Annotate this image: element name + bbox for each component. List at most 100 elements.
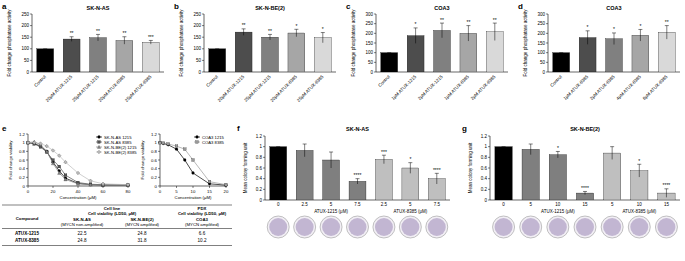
marker [167,143,170,146]
group-label: ATUX-8385 (μM) [622,209,656,214]
x-tick-label: 1μM ATUX-8385 [562,74,589,101]
colony-dish [267,216,289,238]
y-tick [263,189,265,190]
y-tick-label: 0.4 [481,176,488,181]
error-bar [98,34,99,40]
error-cap [408,162,412,163]
error-cap [665,25,669,26]
table-header: (MYCN non-amplified) [61,222,104,227]
error-bar [494,23,495,40]
significance: * [322,26,324,32]
y-tick-label: 300 [365,12,373,17]
error-cap [440,23,444,24]
colony-dish [601,216,623,238]
y-tick [263,136,265,137]
y-tick-label: 50 [540,60,546,65]
marker [225,183,228,186]
y-tick-label: 200 [537,31,545,36]
bar [603,153,620,200]
y-tick [30,25,32,26]
x-tick-label: 20μM ATUX-8385 [97,74,126,103]
x-tick-label: 60 [101,189,106,194]
error-bar [640,29,641,41]
marker [32,141,36,145]
y-axis [32,14,33,72]
colony-stain [349,218,367,236]
y-tick [546,72,548,73]
y-tick-label: 1.2 [481,134,488,139]
error-cap [637,164,641,165]
y-tick-label: 0.6 [19,158,26,163]
colony-stain [495,218,513,236]
bar [314,38,331,72]
y-tick-label: 200 [21,23,29,28]
y-tick-label: 50 [368,60,374,65]
bar [142,42,159,72]
table-rule [2,228,232,229]
marker [89,183,92,186]
y-tick [488,189,490,190]
marker [192,172,195,175]
y-tick-label: 0.8 [481,155,488,160]
error-bar [331,152,332,168]
significance: ** [268,28,272,34]
y-tick-label: 0.2 [151,175,158,180]
x-tick-label: 80 [126,189,131,194]
marker [64,178,67,181]
line-chart: e00.20.40.60.811.2Fold change viability0… [2,124,137,200]
y-tick-label: 1 [23,140,26,145]
y-tick [263,146,265,147]
y-tick [202,14,204,15]
colony-stain [428,218,446,236]
x-tick-label: 25μM ATUX-8385 [124,74,153,103]
colony-dish [493,216,515,238]
marker [58,171,61,174]
bar [495,147,512,200]
y-axis [204,14,205,72]
y-tick-label: 100 [537,50,545,55]
x-tick-label: 15 [664,202,670,207]
y-tick-label: 100 [193,46,201,51]
error-cap [638,29,642,30]
x-axis-label: Concentration (μM) [60,195,97,200]
table-header: Compound [16,216,39,221]
y-tick [30,72,32,73]
x-tick-label: 0 [277,202,280,207]
error-cap [122,36,126,37]
marker [98,141,101,144]
y-tick [374,43,376,44]
error-cap [329,152,333,153]
error-bar [585,191,586,194]
x-tick-label: 20 [51,189,56,194]
colony-dish [320,216,342,238]
error-cap [435,173,439,174]
table-cell: 6.6 [199,231,206,236]
colony-dish [294,216,316,238]
y-axis-label: Fold change phosphatase activity [179,9,184,77]
x-tick-label: 15 [207,189,212,194]
marker [76,171,80,175]
bar [209,49,226,72]
y-tick [488,178,490,179]
error-bar [614,33,615,45]
legend-line [194,137,200,138]
bars [495,144,675,200]
marker [127,184,130,187]
y-tick-label: 250 [21,12,29,17]
bar-chart: aSK-N-AS050100150200250Fold change phosp… [2,2,164,103]
marker [27,141,30,144]
significance: **** [433,167,441,173]
significance: ** [466,19,470,25]
error-cap [43,48,47,49]
table-cell: ATUX-8385 [15,238,39,243]
error-cap [96,34,100,35]
marker [45,150,48,153]
bar [63,39,80,72]
error-cap [276,146,280,147]
marker [159,141,162,144]
marker [57,154,61,158]
error-cap [268,34,272,35]
x-tick-label: 25μM ATUX-1215 [71,74,100,103]
y-tick [546,14,548,15]
y-axis-label: Fold change viability [140,140,145,180]
